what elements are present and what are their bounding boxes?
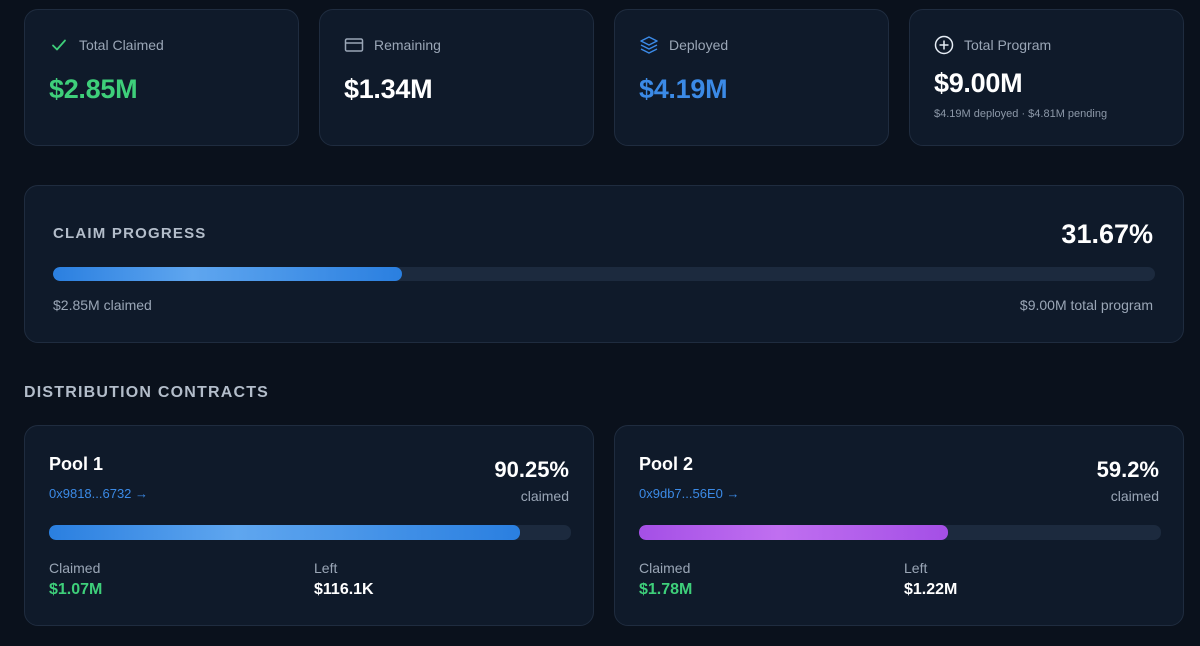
stat-value: $2.85M bbox=[49, 74, 138, 104]
stat-value: $4.19M bbox=[639, 74, 728, 104]
pool-left: Left $1.22M bbox=[904, 560, 957, 599]
stat-value: $1.34M bbox=[344, 74, 433, 104]
pool-name: Pool 2 bbox=[639, 454, 694, 474]
pool-claimed-key: Claimed bbox=[639, 560, 691, 576]
stat-card-deployed: Deployed $4.19M bbox=[614, 9, 889, 146]
pool-percent-caption: claimed bbox=[520, 488, 569, 504]
pool-address-link[interactable]: 0x9818...6732 → bbox=[49, 486, 149, 501]
pool-progress-bar bbox=[49, 525, 571, 540]
layers-icon bbox=[639, 35, 659, 55]
stat-label: Total Claimed bbox=[79, 37, 164, 53]
claim-progress-fill bbox=[53, 267, 402, 281]
progress-percent: 31.67% bbox=[1061, 219, 1153, 249]
stats-row: Total Claimed $2.85M Remaining $1.34M De… bbox=[24, 9, 1184, 146]
pool-left-key: Left bbox=[314, 560, 338, 576]
pool-left-key: Left bbox=[904, 560, 928, 576]
stat-card-remaining: Remaining $1.34M bbox=[319, 9, 594, 146]
progress-title: CLAIM PROGRESS bbox=[53, 225, 207, 242]
plus-circle-icon bbox=[934, 35, 954, 55]
pool-percent-caption: claimed bbox=[1110, 488, 1159, 504]
claim-progress-panel: CLAIM PROGRESS 31.67% $2.85M claimed $9.… bbox=[24, 185, 1184, 343]
pool-name: Pool 1 bbox=[49, 454, 104, 474]
stat-value: $9.00M bbox=[934, 68, 1023, 98]
pool-left: Left $116.1K bbox=[314, 560, 374, 599]
pool-address-link[interactable]: 0x9db7...56E0 → bbox=[639, 486, 740, 501]
pool-percent: 59.2% bbox=[1096, 457, 1159, 482]
stat-sub: $4.19M deployed · $4.81M pending bbox=[934, 108, 1108, 120]
pools-row: Pool 1 0x9818...6732 → 90.25% claimed Cl… bbox=[24, 425, 1184, 626]
stat-label: Total Program bbox=[964, 37, 1052, 53]
pool-card-1: Pool 1 0x9818...6732 → 90.25% claimed Cl… bbox=[24, 425, 594, 626]
card-icon bbox=[344, 35, 364, 55]
pool-progress-fill bbox=[49, 525, 521, 540]
pool-card-2: Pool 2 0x9db7...56E0 → 59.2% claimed Cla… bbox=[614, 425, 1184, 626]
progress-total-label: $9.00M total program bbox=[1019, 297, 1153, 313]
stat-card-total-program: Total Program $9.00M $4.19M deployed · $… bbox=[909, 9, 1184, 146]
pool-percent: 90.25% bbox=[494, 457, 569, 482]
section-title-distribution: DISTRIBUTION CONTRACTS bbox=[24, 384, 270, 401]
stat-card-total-claimed: Total Claimed $2.85M bbox=[24, 9, 299, 146]
stat-label: Deployed bbox=[669, 37, 729, 53]
stat-label: Remaining bbox=[374, 37, 441, 53]
pool-progress-bar bbox=[639, 525, 1161, 540]
pool-claimed: Claimed $1.78M bbox=[639, 560, 692, 599]
pool-claimed: Claimed $1.07M bbox=[49, 560, 102, 599]
claim-progress-bar bbox=[53, 267, 1155, 281]
pool-claimed-key: Claimed bbox=[49, 560, 101, 576]
check-icon bbox=[49, 35, 69, 55]
pool-progress-fill bbox=[639, 525, 949, 540]
pool-claimed-value: $1.78M bbox=[639, 581, 693, 598]
progress-claimed-label: $2.85M claimed bbox=[53, 297, 152, 313]
pool-claimed-value: $1.07M bbox=[49, 581, 103, 598]
pool-left-value: $116.1K bbox=[314, 581, 374, 598]
pool-left-value: $1.22M bbox=[904, 581, 958, 598]
